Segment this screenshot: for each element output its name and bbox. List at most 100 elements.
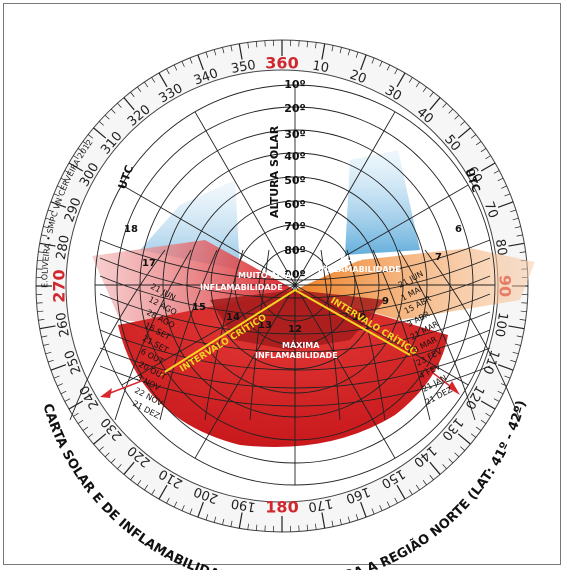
compass-tick [429,91,434,98]
compass-tick [306,524,309,531]
compass-tick [77,419,84,424]
azimuth-line [294,284,396,459]
compass-tick [213,49,217,56]
compass-tick [408,489,413,495]
compass-label: 170 [307,495,334,514]
compass-tick [480,162,496,172]
compass-tick [123,97,135,111]
compass-tick [166,68,170,75]
compass-tick [45,217,52,221]
azimuth-line [194,111,296,286]
compass-tick [53,193,60,197]
hour-line [159,249,218,421]
compass-tick [151,77,156,83]
compass-label: 30 [382,83,404,104]
altitude-labels: 10º 20º 30º 40º 50º 60º 70º 80º 90º [284,78,306,281]
altitude-label: 60º [284,198,306,211]
compass-tick [87,433,94,438]
compass-tick [73,412,79,417]
compass-tick [415,484,420,491]
altitude-label: 80º [284,244,306,257]
hour-9: 9 [382,296,389,307]
compass-tick [415,81,420,88]
compass-tick [504,193,511,197]
compass-tick [189,57,193,64]
azimuth-line [121,284,296,386]
hour-line [320,249,341,421]
compass-tick [255,41,258,48]
compass-tick [331,520,334,527]
compass-tick [222,518,225,525]
compass-tick [137,86,142,93]
compass-label: 60 [464,164,485,186]
compass-tick [38,251,45,253]
compass-tick [166,497,170,504]
critical-line-right [294,289,411,356]
compass-tick [110,458,116,464]
azimuth-line [294,111,396,286]
compass-tick [480,148,487,153]
altitude-label: 30º [284,128,306,141]
hour-14: 14 [226,312,240,323]
compass-tick [485,155,491,160]
compass-tick [454,452,460,458]
altitude-label: 70º [284,220,306,233]
compass-label: 10 [311,59,330,77]
compass-tick [371,508,375,515]
compass-tick [45,351,52,355]
compass-tick [43,343,50,346]
compass-tick [497,390,504,395]
compass-tick [144,81,149,88]
compass-tick [520,310,527,313]
hour-17: 17 [142,258,156,269]
azimuth-line [194,284,296,459]
compass-tick [514,226,521,229]
compass-tick [480,419,487,424]
compass-tick [475,141,482,146]
compass-tick [394,68,398,75]
compass-tick [93,433,107,445]
compass-label: 280 [54,234,73,261]
compass-tick [173,501,178,508]
compass-tick [37,259,44,262]
compass-tick [247,42,249,49]
compass-tick [321,512,326,529]
compass-tick [355,514,359,521]
compass-tick [41,335,48,338]
compass-tick [38,319,45,321]
compass-tick [230,520,233,527]
compass-tick [321,43,326,60]
compass-tick [41,234,48,237]
compass-tick [50,201,67,208]
compass-tick [213,516,217,523]
compass-tick [230,45,233,52]
compass-tick [422,479,427,486]
compass-tick [386,501,391,508]
compass-tick [396,484,406,500]
compass-tick [442,464,447,470]
compass-tick [158,72,168,88]
compass-tick [504,375,511,379]
compass-tick [104,452,110,458]
compass-tick [475,426,482,431]
compass-tick [117,102,122,108]
compass-tick [360,501,367,518]
arrow-left-head [100,388,112,398]
max-label-1: MÁXIMA [282,339,320,350]
hour-line [69,249,166,421]
max-label-2: INFLAMABILIDADE [255,351,338,360]
compass-tick [519,319,526,321]
compass-label: 80 [492,238,510,257]
hour-noon: 12 [288,324,302,335]
compass-tick [408,77,413,83]
hour-line [398,249,476,421]
compass-tick [448,108,454,114]
compass-tick [457,433,471,445]
compass-tick [512,351,519,355]
compass-tick [355,51,359,58]
compass-tick [347,49,351,56]
compass-tick [93,127,107,139]
compass-label: 190 [230,495,257,514]
hour-line [204,249,244,421]
